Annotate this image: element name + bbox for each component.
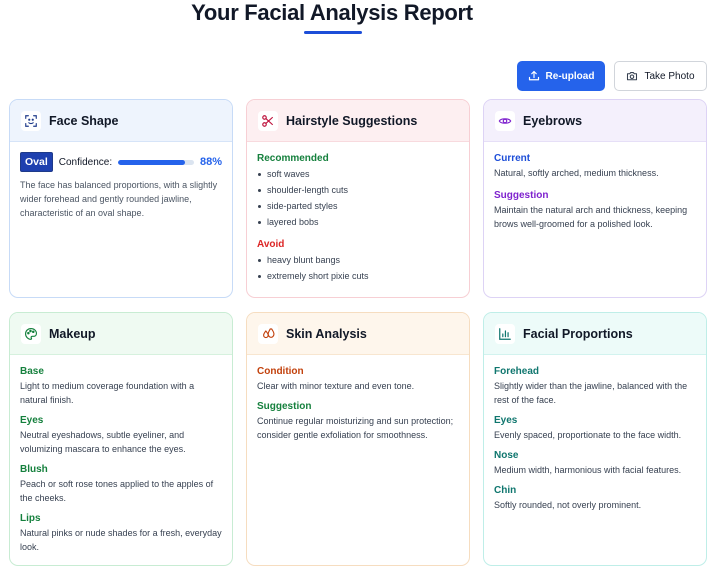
- page-title: Your Facial Analysis Report: [191, 0, 473, 25]
- skin-suggestion-text: Continue regular moisturizing and sun pr…: [257, 416, 454, 440]
- upload-icon: [528, 70, 539, 81]
- proportion-item-text: Slightly wider than the jawline, balance…: [494, 381, 688, 405]
- face-shape-title: Face Shape: [49, 113, 119, 128]
- proportion-item-text: Softly rounded, not overly prominent.: [494, 500, 642, 510]
- reupload-button[interactable]: Re-upload: [517, 61, 605, 91]
- facial-proportions-card: Facial Proportions Forehead Slightly wid…: [483, 312, 707, 566]
- condition-label: Condition: [257, 366, 304, 377]
- makeup-header: Makeup: [10, 313, 232, 355]
- face-scan-icon: [21, 110, 41, 131]
- scissors-icon: [258, 110, 278, 131]
- eyebrow-suggestion-label: Suggestion: [494, 190, 549, 201]
- condition-text: Clear with minor texture and even tone.: [257, 381, 415, 391]
- makeup-item-label: Lips: [20, 513, 41, 524]
- hairstyle-title: Hairstyle Suggestions: [286, 113, 418, 128]
- eyebrows-title: Eyebrows: [523, 113, 583, 128]
- list-item: heavy blunt bangs: [257, 252, 459, 268]
- makeup-item-text: Natural pinks or nude shades for a fresh…: [20, 528, 222, 552]
- makeup-item-label: Blush: [20, 464, 48, 475]
- hairstyle-header: Hairstyle Suggestions: [247, 100, 469, 142]
- proportion-item-label: Nose: [494, 450, 519, 461]
- eye-icon: [495, 110, 515, 131]
- bar-chart-icon: [495, 323, 515, 344]
- makeup-item-text: Peach or soft rose tones applied to the …: [20, 479, 214, 503]
- face-shape-card: Face Shape Oval Confidence: 88% The face…: [9, 99, 233, 298]
- list-item: layered bobs: [257, 214, 459, 230]
- makeup-item-text: Light to medium coverage foundation with…: [20, 381, 195, 405]
- skin-analysis-title: Skin Analysis: [286, 326, 367, 341]
- take-photo-button[interactable]: Take Photo: [614, 61, 707, 91]
- proportion-item-text: Medium width, harmonious with facial fea…: [494, 465, 682, 475]
- current-label: Current: [494, 153, 531, 164]
- face-shape-badge: Oval: [20, 152, 53, 172]
- skin-analysis-header: Skin Analysis: [247, 313, 469, 355]
- avoid-label: Avoid: [257, 239, 285, 250]
- confidence-bar-fill: [118, 159, 185, 165]
- list-item: soft waves: [257, 166, 459, 182]
- skin-analysis-card: Skin Analysis Condition Clear with minor…: [246, 312, 470, 566]
- current-text: Natural, softly arched, medium thickness…: [494, 168, 659, 178]
- makeup-card: Makeup Base Light to medium coverage fou…: [9, 312, 233, 566]
- droplets-icon: [258, 323, 278, 344]
- skin-suggestion-label: Suggestion: [257, 401, 312, 412]
- take-photo-label: Take Photo: [644, 70, 695, 82]
- recommended-label: Recommended: [257, 153, 329, 164]
- makeup-title: Makeup: [49, 326, 96, 341]
- face-shape-header: Face Shape: [10, 100, 232, 142]
- face-shape-description: The face has balanced proportions, with …: [20, 180, 218, 218]
- confidence-bar: [118, 159, 194, 165]
- reupload-label: Re-upload: [545, 70, 595, 82]
- list-item: extremely short pixie cuts: [257, 268, 459, 284]
- proportion-item-label: Forehead: [494, 366, 540, 377]
- makeup-item-text: Neutral eyeshadows, subtle eyeliner, and…: [20, 430, 186, 454]
- proportion-item-text: Evenly spaced, proportionate to the face…: [494, 430, 682, 440]
- confidence-value: 88%: [199, 156, 222, 168]
- eyebrows-card: Eyebrows Current Natural, softly arched,…: [483, 99, 707, 298]
- makeup-item-label: Base: [20, 366, 44, 377]
- palette-icon: [21, 323, 41, 344]
- hairstyle-card: Hairstyle Suggestions Recommended soft w…: [246, 99, 470, 298]
- list-item: shoulder-length cuts: [257, 182, 459, 198]
- camera-icon: [627, 72, 638, 81]
- proportion-item-label: Eyes: [494, 415, 518, 426]
- title-underline: [304, 31, 362, 34]
- eyebrow-suggestion-text: Maintain the natural arch and thickness,…: [494, 205, 688, 229]
- facial-proportions-header: Facial Proportions: [484, 313, 706, 355]
- confidence-label: Confidence:: [58, 156, 113, 168]
- list-item: side-parted styles: [257, 198, 459, 214]
- confidence-row: Oval Confidence: 88%: [20, 152, 222, 172]
- makeup-item-label: Eyes: [20, 415, 44, 426]
- avoid-list: heavy blunt bangs extremely short pixie …: [257, 252, 459, 284]
- eyebrows-header: Eyebrows: [484, 100, 706, 142]
- facial-proportions-title: Facial Proportions: [523, 326, 633, 341]
- proportion-item-label: Chin: [494, 485, 517, 496]
- recommended-list: soft waves shoulder-length cuts side-par…: [257, 166, 459, 230]
